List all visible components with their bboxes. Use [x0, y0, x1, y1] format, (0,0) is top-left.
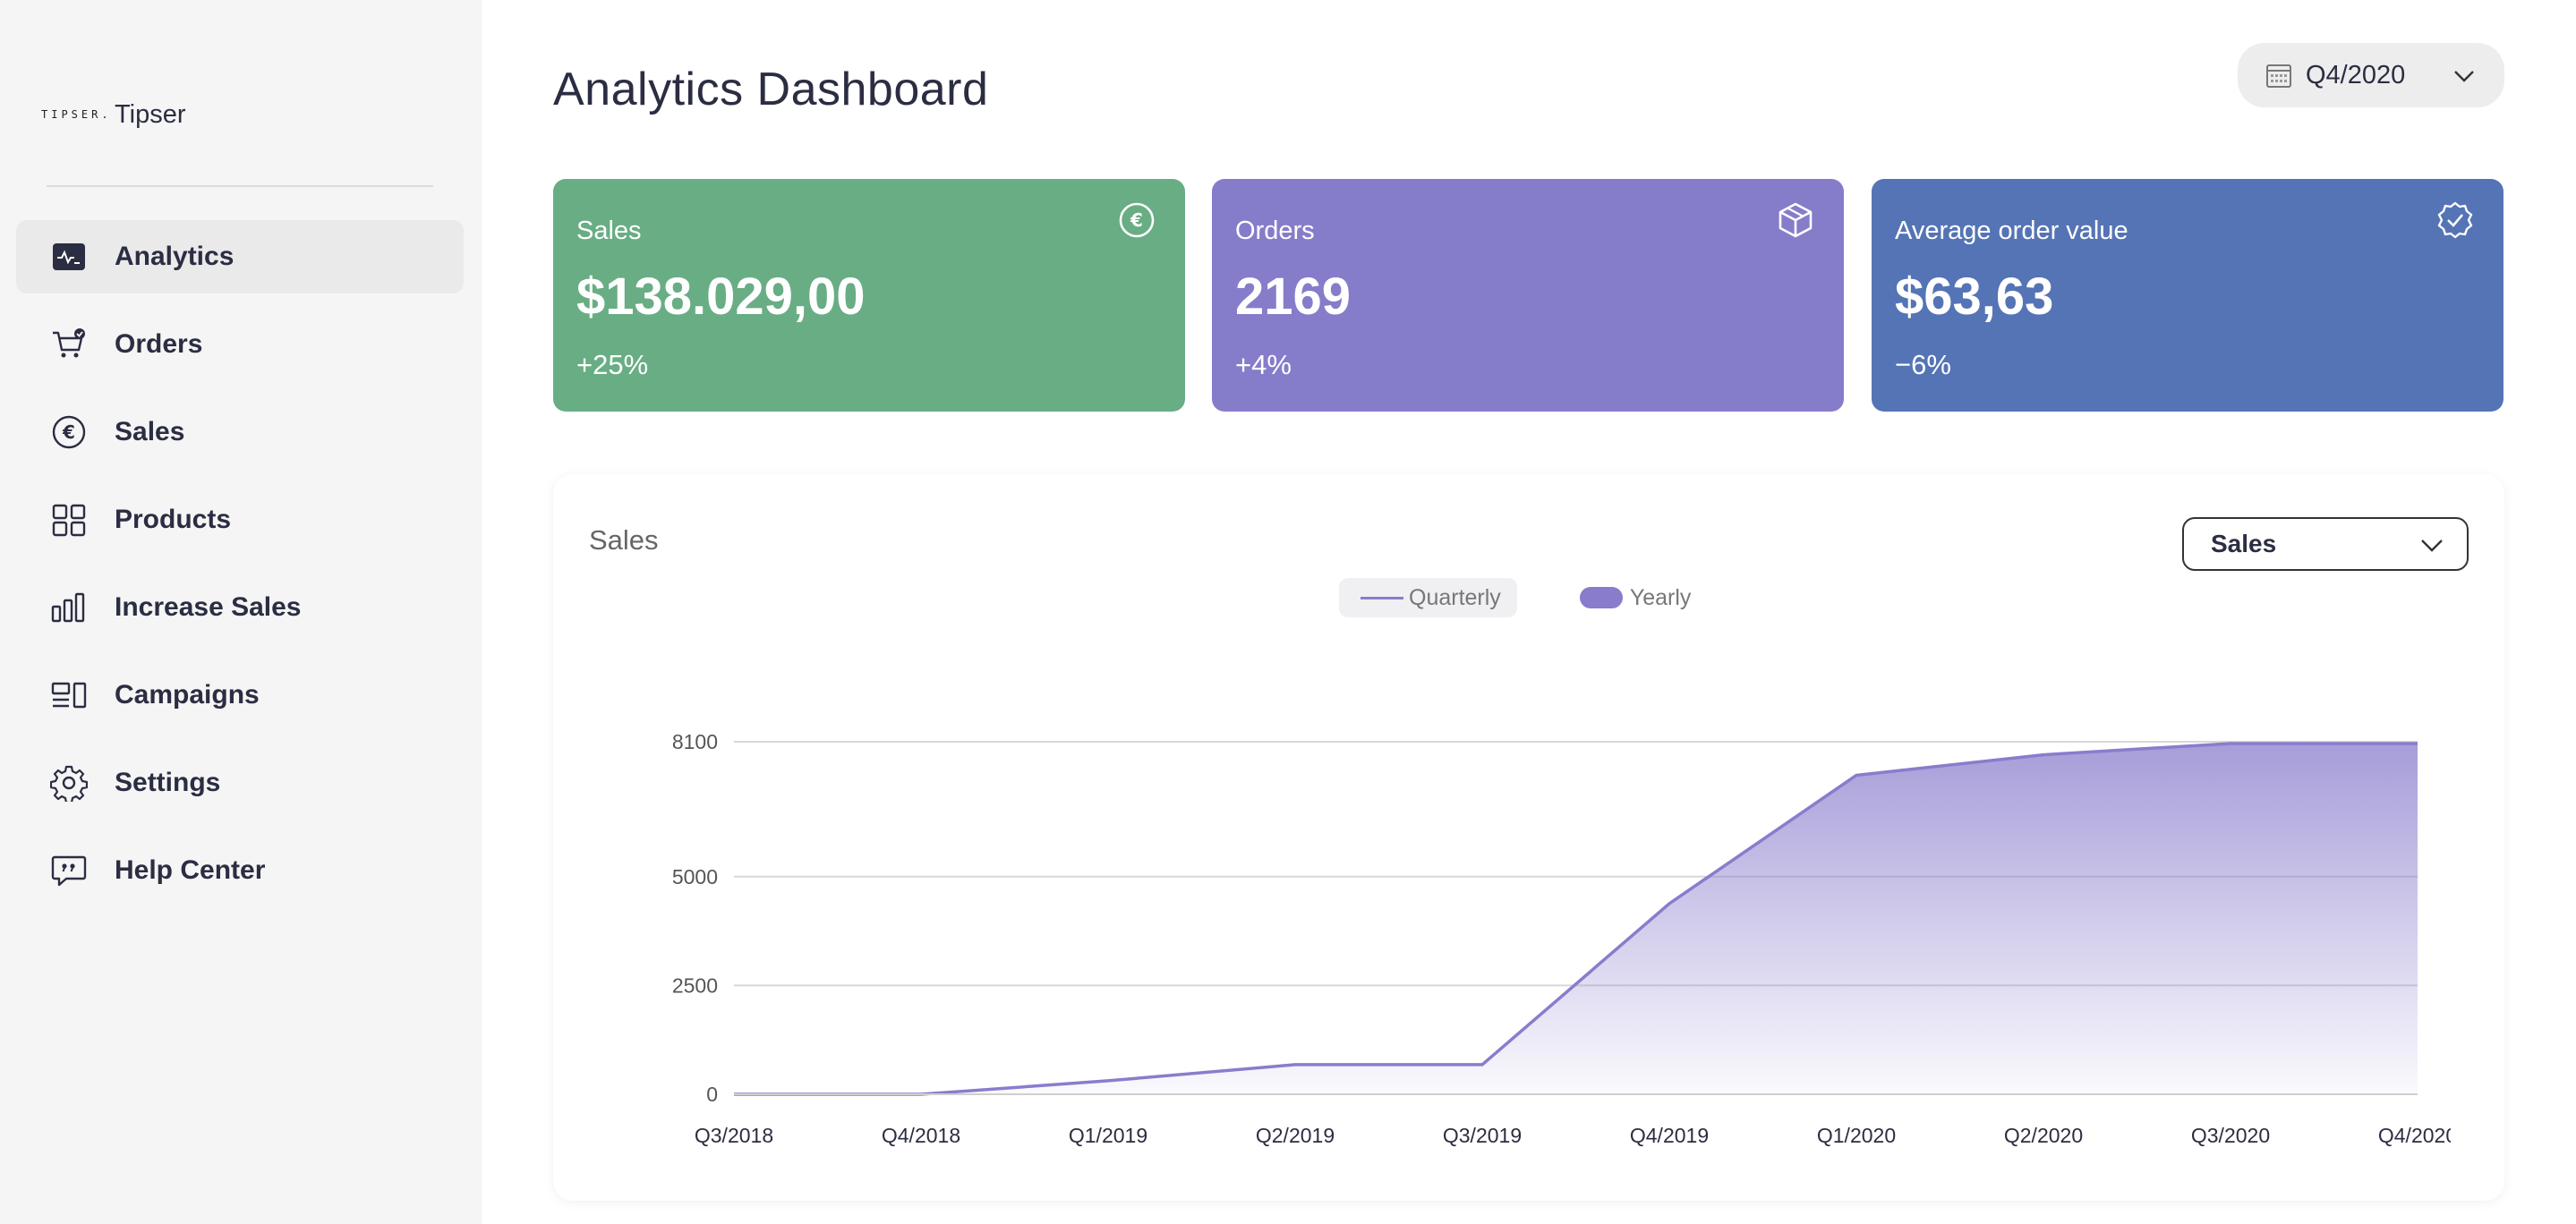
card-value: $138.029,00 [576, 268, 866, 326]
card-delta: +4% [1235, 349, 1292, 380]
campaigns-icon [50, 676, 88, 714]
card-label: Sales [576, 217, 642, 245]
x-tick-label: Q3/2020 [2191, 1124, 2270, 1147]
sidebar-nav: Analytics Orders € Sales Products Increa… [16, 220, 464, 922]
sales-chart-panel: 0 2500 5000 8100 Q3/2018 Q4/2018 Q1/2019 Q2/20… [553, 474, 2504, 1201]
x-tick-label: Q1/2019 [1069, 1124, 1147, 1147]
card-value: $63,63 [1895, 268, 2054, 326]
sidebar-item-label: Campaigns [115, 680, 260, 710]
y-tick-label: 5000 [672, 865, 718, 888]
x-tick-label: Q4/2019 [1630, 1124, 1709, 1147]
legend-label: Quarterly [1409, 584, 1501, 610]
y-tick-label: 2500 [672, 973, 718, 997]
analytics-icon [50, 238, 88, 276]
y-tick-label: 0 [706, 1083, 718, 1106]
bar-chart-icon [50, 589, 88, 626]
sales-area-chart: 0 2500 5000 8100 Q3/2018 Q4/2018 Q1/2019 Q2/20… [672, 730, 2457, 1147]
x-tick-label: Q4/2018 [882, 1124, 960, 1147]
euro-icon: € [1119, 202, 1155, 238]
card-label: Orders [1235, 217, 1315, 245]
chat-quote-icon [50, 852, 88, 889]
svg-text:€: € [62, 421, 75, 443]
sidebar-item-label: Increase Sales [115, 592, 302, 622]
legend-label: Yearly [1629, 584, 1692, 610]
sidebar: TIPSER. Tipser Analytics Orders € Sales [0, 0, 482, 1224]
brand-name: Tipser [115, 99, 186, 129]
legend-yearly[interactable]: Yearly [1558, 578, 1708, 617]
y-tick-label: 8100 [672, 730, 718, 753]
gear-icon [50, 764, 88, 802]
sidebar-item-increase-sales[interactable]: Increase Sales [16, 571, 464, 644]
x-tick-label: Q1/2020 [1817, 1124, 1896, 1147]
brand[interactable]: TIPSER. Tipser [41, 97, 186, 132]
calendar-icon [2266, 64, 2291, 88]
metric-select[interactable]: Sales [2182, 517, 2469, 571]
metric-select-value: Sales [2211, 530, 2277, 557]
x-tick-label: Q2/2020 [2004, 1124, 2083, 1147]
card-delta: +25% [576, 349, 649, 380]
sidebar-item-label: Analytics [115, 242, 235, 271]
sidebar-item-analytics[interactable]: Analytics [16, 220, 464, 293]
period-value: Q4/2020 [2306, 60, 2406, 89]
chart-legend: Quarterly Yearly [1339, 578, 1707, 617]
legend-fill-swatch [1579, 587, 1623, 608]
chevron-down-icon [2421, 540, 2443, 552]
card-value: 2169 [1235, 268, 1352, 326]
orders-card[interactable]: Orders 2169 +4% [1212, 179, 1844, 412]
brand-logo: TIPSER. [41, 108, 112, 121]
sidebar-divider [47, 185, 433, 187]
sidebar-item-campaigns[interactable]: Campaigns [16, 659, 464, 732]
legend-quarterly[interactable]: Quarterly [1339, 578, 1517, 617]
legend-line-swatch [1361, 596, 1403, 599]
card-delta: −6% [1895, 349, 1951, 380]
box-icon [1778, 202, 1813, 238]
sidebar-item-label: Help Center [115, 855, 266, 885]
svg-text:€: € [1130, 209, 1143, 231]
average-order-value-card[interactable]: Average order value $63,63 −6% [1872, 179, 2503, 412]
sidebar-item-products[interactable]: Products [16, 483, 464, 557]
sidebar-item-label: Products [115, 505, 232, 534]
cart-icon [50, 326, 88, 363]
sales-card[interactable]: Sales $138.029,00 +25% € [553, 179, 1185, 412]
sidebar-item-label: Orders [115, 329, 203, 359]
sidebar-item-sales[interactable]: € Sales [16, 395, 464, 469]
period-select[interactable]: Q4/2020 [2238, 43, 2504, 107]
quarterly-line [734, 742, 2418, 1096]
page-title: Analytics Dashboard [553, 64, 989, 115]
chevron-down-icon [2454, 71, 2474, 82]
sidebar-item-orders[interactable]: Orders [16, 308, 464, 381]
x-tick-label: Q4/2020 [2378, 1124, 2457, 1147]
card-label: Average order value [1895, 217, 2128, 245]
x-tick-label: Q3/2018 [695, 1124, 773, 1147]
sidebar-item-help-center[interactable]: Help Center [16, 834, 464, 907]
grid-icon [50, 501, 88, 539]
sidebar-item-label: Settings [115, 768, 221, 797]
x-tick-label: Q2/2019 [1256, 1124, 1335, 1147]
chart-title: Sales [589, 524, 659, 556]
x-tick-label: Q3/2019 [1443, 1124, 1522, 1147]
sidebar-item-label: Sales [115, 417, 185, 446]
badge-check-icon [2437, 201, 2473, 239]
yearly-area [734, 743, 2418, 1094]
sidebar-item-settings[interactable]: Settings [16, 746, 464, 820]
euro-icon: € [50, 413, 88, 451]
